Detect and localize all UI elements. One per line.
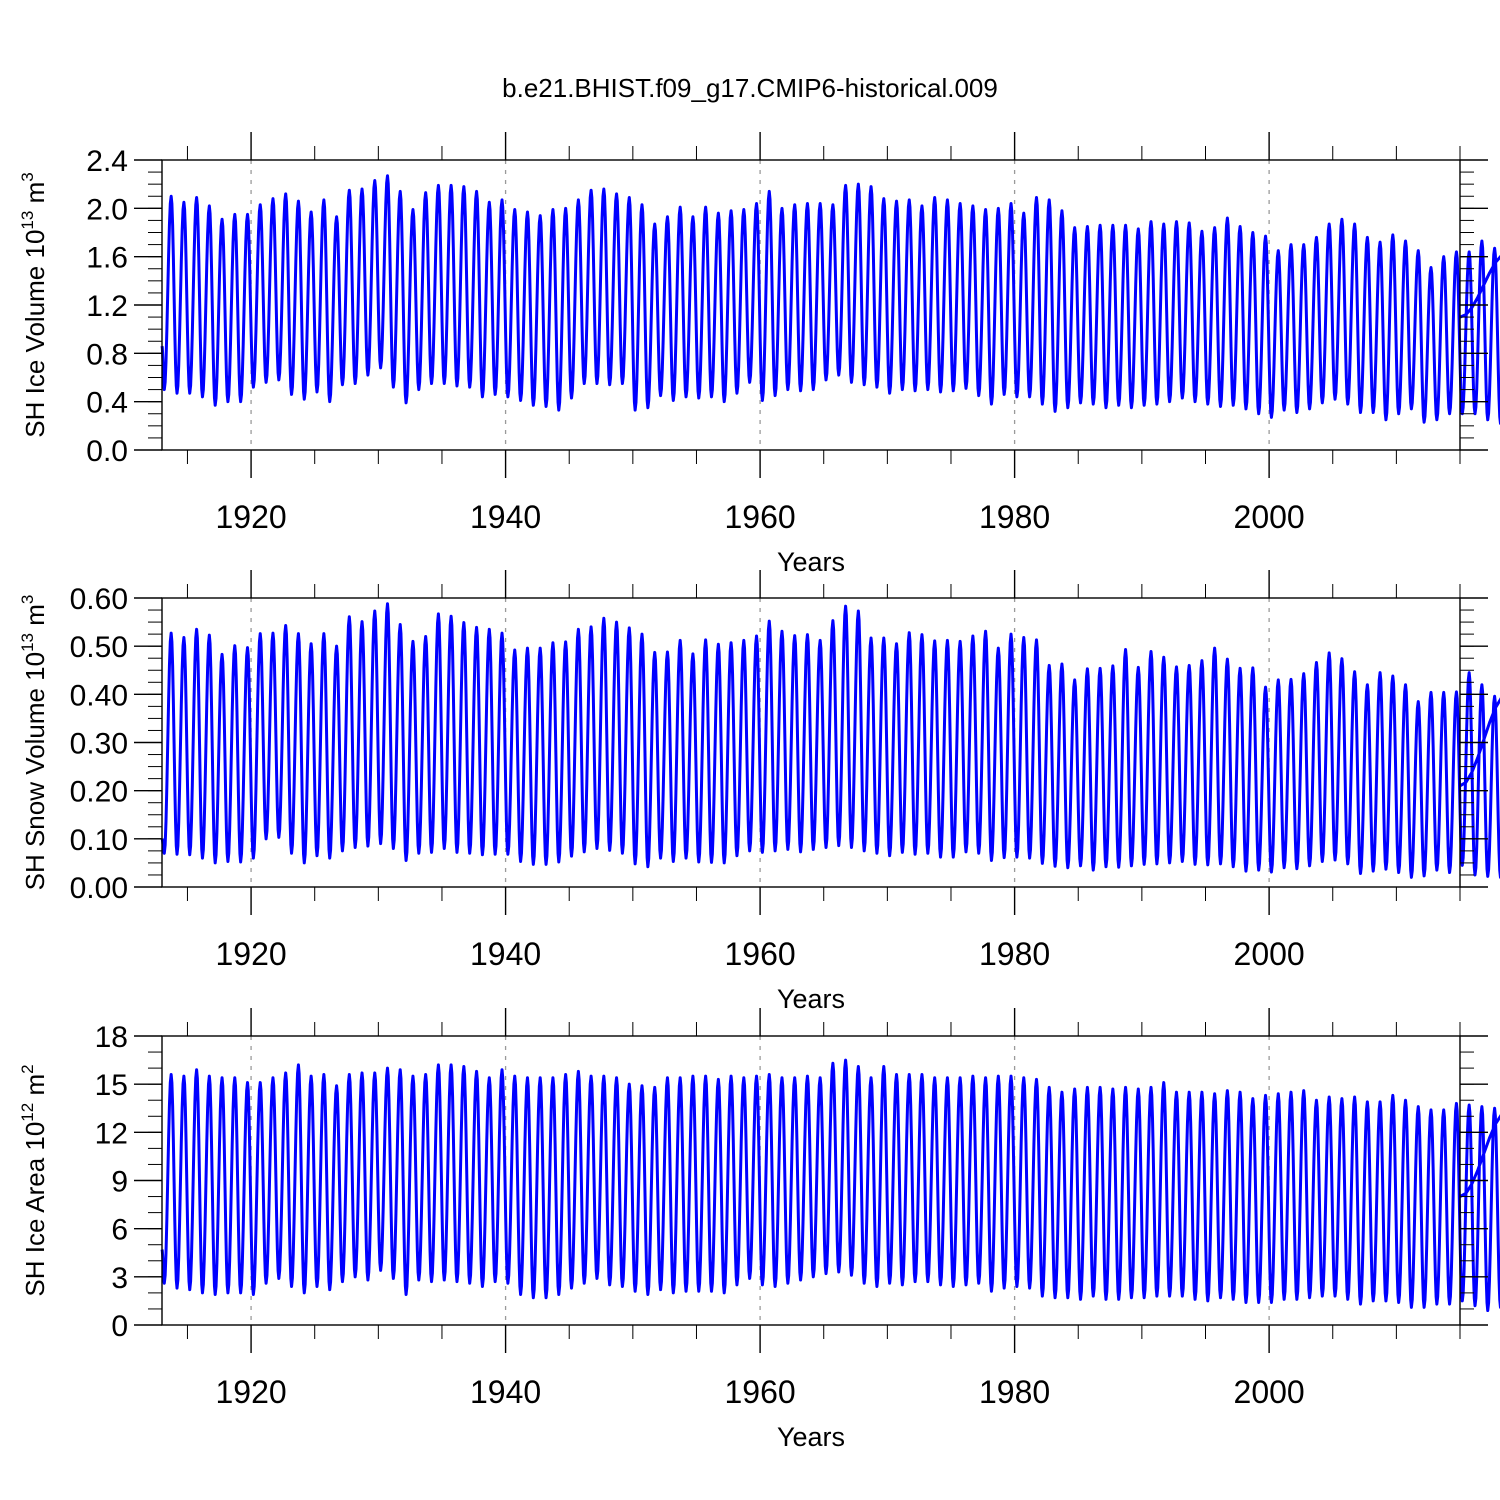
y-tick-label: 1.6 (86, 242, 128, 275)
y-tick-label: 3 (111, 1262, 128, 1295)
y-axis-label-prefix: SH Ice Volume 10 (20, 230, 50, 438)
y-axis-label: SH Snow Volume 1013 m3 (18, 595, 50, 891)
y-tick-label: 9 (111, 1166, 128, 1199)
x-tick-label: 1980 (979, 499, 1050, 535)
x-axis-label: Years (777, 547, 845, 577)
series-line-ice-area (160, 1058, 1500, 1313)
x-axis-label: Years (777, 984, 845, 1014)
y-axis-label-exp1: 13 (18, 211, 37, 230)
y-tick-label: 0.20 (70, 776, 128, 809)
x-tick-label: 1960 (725, 499, 796, 535)
y-axis-label-exp1: 13 (18, 633, 37, 652)
y-tick-label: 6 (111, 1214, 128, 1247)
y-tick-label: 2.4 (86, 145, 128, 178)
y-tick-label: 0.4 (86, 387, 128, 420)
series-line-ice-volume (160, 174, 1500, 425)
y-axis-label-exp2: 3 (18, 595, 37, 604)
x-tick-label: 1960 (725, 1374, 796, 1410)
series-line-snow-volume (160, 602, 1500, 879)
y-tick-label: 0 (111, 1310, 128, 1343)
x-tick-label: 1980 (979, 1374, 1050, 1410)
x-tick-label: 2000 (1234, 1374, 1305, 1410)
y-axis-label-mid: m (20, 1074, 50, 1103)
y-tick-label: 0.00 (70, 872, 128, 905)
x-tick-label: 2000 (1234, 936, 1305, 972)
y-tick-label: 18 (95, 1021, 128, 1054)
y-axis-label-mid: m (20, 182, 50, 211)
x-tick-label: 1960 (725, 936, 796, 972)
x-tick-label: 1940 (470, 936, 541, 972)
y-axis-label-mid: m (20, 604, 50, 633)
y-tick-label: 12 (95, 1117, 128, 1150)
y-tick-label: 2.0 (86, 193, 128, 226)
x-tick-label: 1940 (470, 499, 541, 535)
chart-panel-snow-volume: 0.00 0.10 0.20 0.30 0.40 0.50 0.60 1920 1940 1960… (18, 570, 1500, 1014)
x-tick-label: 1920 (215, 1374, 286, 1410)
y-tick-label: 15 (95, 1069, 128, 1102)
x-tick-label: 1920 (215, 936, 286, 972)
y-tick-label: 0.40 (70, 679, 128, 712)
x-tick-label: 2000 (1234, 499, 1305, 535)
y-tick-label: 0.10 (70, 824, 128, 857)
x-tick-label: 1980 (979, 936, 1050, 972)
y-axis-label-exp2: 3 (18, 172, 37, 181)
chart-panel-ice-area: 0 3 6 9 12 15 18 1920 1940 1960 1980 2000 Years SH Ic… (18, 1008, 1500, 1452)
y-axis-label-exp2: 2 (18, 1064, 37, 1073)
x-tick-label: 1940 (470, 1374, 541, 1410)
y-axis-label: SH Ice Volume 1013 m3 (18, 172, 50, 437)
y-axis-label: SH Ice Area 1012 m2 (18, 1064, 50, 1296)
y-tick-label: 1.2 (86, 290, 128, 323)
y-axis-label-prefix: SH Ice Area 10 (20, 1122, 50, 1297)
y-tick-label: 0.8 (86, 338, 128, 371)
y-tick-label: 0.0 (86, 435, 128, 468)
y-tick-label: 0.30 (70, 728, 128, 761)
chart-panel-ice-volume: 0.0 0.4 0.8 1.2 1.6 2.0 2.4 1920 1940 1960 1980 200… (18, 132, 1500, 577)
x-axis-label: Years (777, 1422, 845, 1452)
y-axis-label-exp1: 12 (18, 1103, 37, 1122)
y-tick-label: 0.50 (70, 631, 128, 664)
y-axis-label-prefix: SH Snow Volume 10 (20, 652, 50, 890)
x-tick-label: 1920 (215, 499, 286, 535)
y-tick-label: 0.60 (70, 583, 128, 616)
figure-title: b.e21.BHIST.f09_g17.CMIP6-historical.009 (502, 73, 998, 103)
